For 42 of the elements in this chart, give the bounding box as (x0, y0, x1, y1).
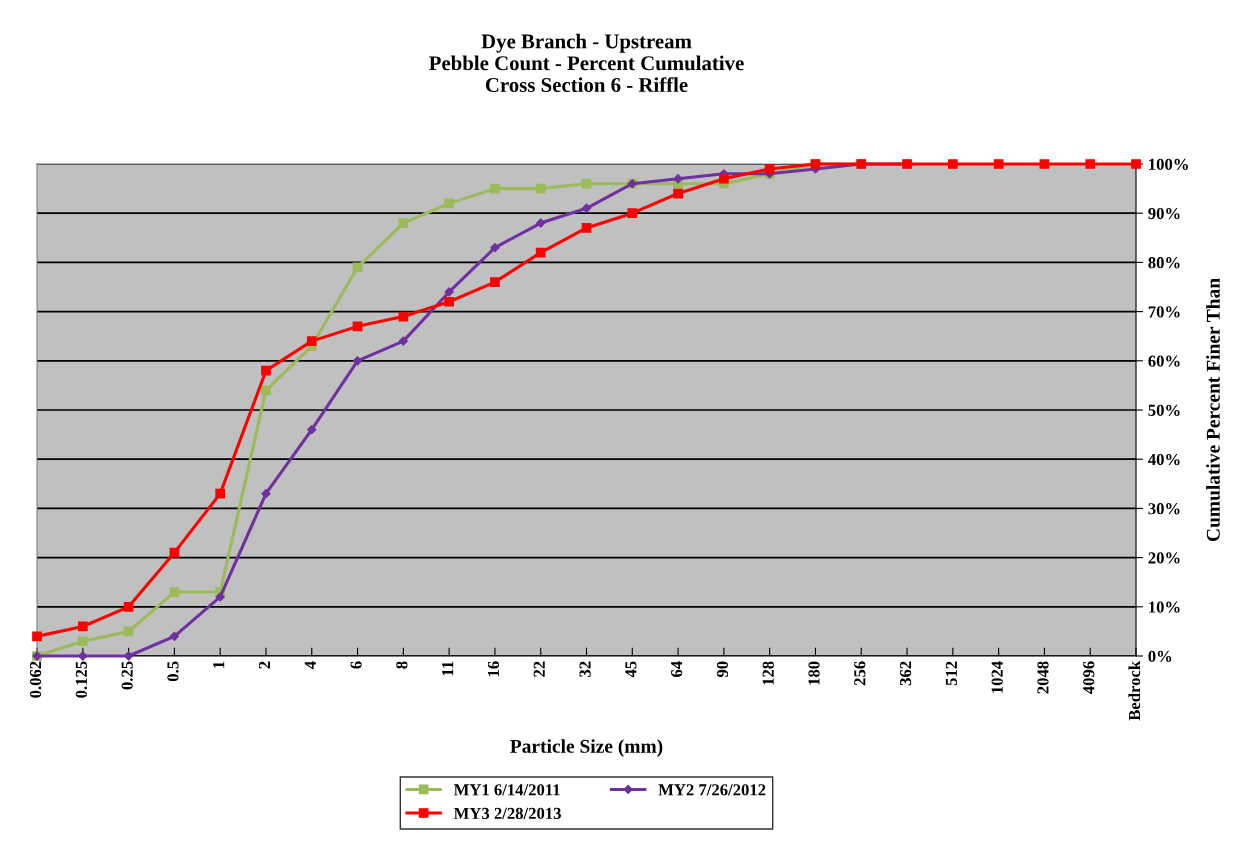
x-tick-label: 2 (258, 661, 270, 669)
x-tick-label: 0.5 (167, 661, 179, 682)
x-tick-label: 90 (716, 661, 729, 678)
x-tick-label: 256 (854, 661, 866, 686)
y-tick-label: 50% (1148, 404, 1180, 416)
y-axis-title: Cumulative Percent Finer Than (1206, 278, 1220, 542)
x-tick-label: 1024 (991, 661, 1003, 693)
x-tick-label: 2048 (1037, 661, 1049, 694)
x-tick-label: 4096 (1083, 661, 1095, 694)
x-tick-label: 128 (762, 661, 774, 685)
x-tick-label: 45 (625, 661, 637, 678)
x-tick-label: 512 (945, 661, 958, 686)
y-tick-label: 20% (1148, 552, 1180, 564)
x-axis-title: Particle Size (mm) (510, 739, 663, 757)
y-tick-label: 10% (1149, 601, 1180, 613)
y-tick-label: 80% (1148, 257, 1180, 269)
x-tick-label: 1 (213, 661, 225, 668)
x-tick-label: 11 (442, 661, 454, 676)
x-tick-label: 0.062 (29, 661, 42, 698)
legend-label: MY2 7/26/2012 (658, 784, 766, 796)
legend-label: MY3 2/28/2013 (453, 807, 561, 819)
x-tick-label: 362 (900, 661, 912, 686)
x-tick-label: 64 (671, 661, 683, 677)
x-tick-label: 8 (396, 661, 408, 669)
y-tick-label: 70% (1148, 306, 1180, 318)
x-tick-label: 180 (808, 661, 820, 685)
x-tick-label: 16 (487, 661, 500, 677)
y-tick-label: 0% (1148, 650, 1172, 662)
y-tick-label: 30% (1148, 503, 1180, 515)
x-tick-label: 0.125 (75, 661, 88, 698)
y-tick-label: 90% (1148, 207, 1180, 220)
x-tick-label: Bedrock (1128, 660, 1141, 721)
x-tick-label: 6 (350, 661, 362, 669)
chart-title: Dye Branch - Upstream Pebble Count - Percent Cumulative Cross Section 6 - Riffle (429, 33, 744, 93)
x-tick-label: 32 (579, 661, 591, 677)
y-tick-label: 100% (1149, 158, 1188, 170)
x-tick-label: 4 (304, 661, 316, 669)
y-tick-label: 40% (1148, 453, 1180, 466)
legend-label: MY1 6/14/2011 (453, 784, 560, 796)
x-tick-label: 0.25 (121, 661, 133, 690)
x-tick-label: 22 (533, 661, 545, 677)
y-tick-label: 60% (1148, 355, 1180, 367)
